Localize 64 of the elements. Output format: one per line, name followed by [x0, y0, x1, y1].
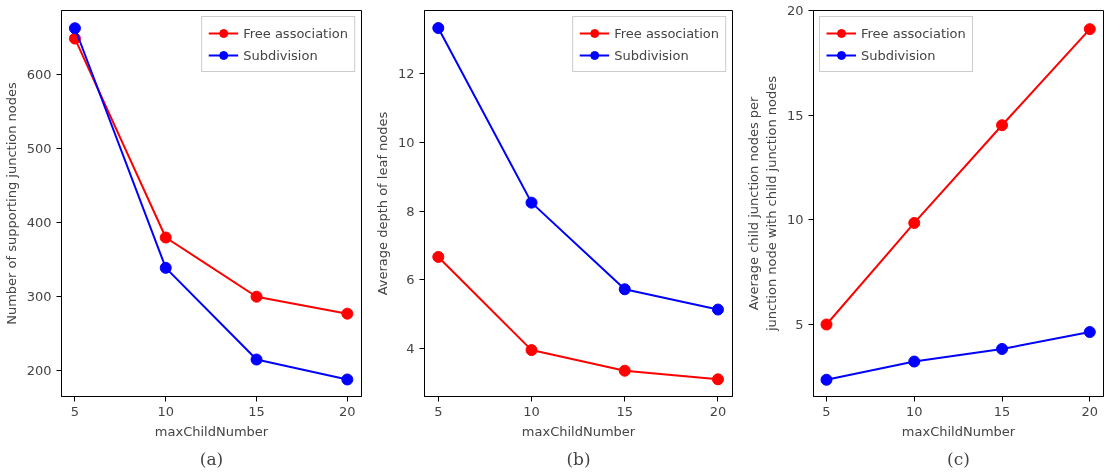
y-tick-label: 400: [26, 215, 52, 231]
point: [250, 353, 263, 366]
point: [996, 119, 1009, 132]
y-tick-label: 200: [26, 363, 52, 379]
point: [250, 290, 263, 303]
point: [711, 373, 724, 386]
x-tick-label: 15: [993, 403, 1011, 419]
point: [525, 196, 538, 209]
x-tick-label: 20: [339, 403, 356, 419]
x-tick-label: 5: [70, 403, 80, 419]
y-tick-label: 20: [786, 3, 804, 18]
x-axis-title: maxChildNumber: [901, 423, 1016, 439]
y-tick-label: 8: [406, 203, 415, 219]
y-tick-label: 5: [795, 316, 804, 332]
legend-label: Subdivision: [861, 47, 936, 63]
x-tick-label: 15: [248, 403, 265, 419]
x-tick-label: 20: [1081, 403, 1099, 419]
x-axis-title: maxChildNumber: [154, 423, 269, 439]
point: [618, 364, 631, 377]
point: [908, 355, 921, 368]
legend-label: Free association: [614, 25, 719, 41]
text: (b): [566, 448, 591, 469]
y-tick-label: 10: [786, 212, 804, 228]
y-tick-label: 15: [786, 107, 804, 123]
point: [159, 231, 172, 244]
y-tick-label: 4: [406, 341, 415, 357]
legend-label: Subdivision: [243, 47, 318, 63]
point: [618, 283, 631, 296]
x-tick-label: 20: [709, 403, 727, 419]
point: [820, 373, 833, 386]
x-tick-label: 10: [905, 403, 923, 419]
point: [432, 22, 445, 35]
x-tick-label: 10: [523, 403, 540, 419]
y-axis-title: Number of supporting junction nodes: [3, 81, 19, 325]
x-tick-label: 15: [616, 403, 634, 419]
y-tick-label: 12: [397, 66, 415, 82]
y-tick-label: 600: [26, 67, 52, 83]
legend-label: Subdivision: [614, 47, 689, 63]
point: [908, 216, 921, 229]
text: (a): [199, 448, 224, 469]
point: [432, 250, 445, 263]
y-tick-label: 300: [26, 289, 52, 305]
point: [159, 261, 172, 274]
legend-label: Free association: [861, 25, 966, 41]
point: [996, 342, 1009, 355]
x-tick-label: 10: [157, 403, 175, 419]
point: [341, 307, 354, 320]
point: [341, 373, 354, 386]
point: [68, 22, 81, 35]
point: [820, 318, 833, 331]
y-axis-title: Average depth of leaf nodes: [374, 111, 390, 296]
legend-label: Free association: [243, 25, 348, 41]
y-axis-title: Average child junction nodes per junction node with child junction nodes: [745, 75, 779, 333]
point: [525, 344, 538, 357]
x-axis-title: maxChildNumber: [521, 423, 636, 439]
point: [1083, 23, 1096, 36]
x-tick-label: 5: [434, 403, 443, 419]
point: [711, 303, 724, 316]
x-tick-label: 5: [822, 403, 831, 419]
y-tick-label: 10: [397, 134, 415, 150]
y-tick-label: 500: [26, 141, 52, 157]
point: [1083, 326, 1096, 339]
text: (c): [947, 448, 970, 469]
y-tick-label: 6: [406, 272, 415, 288]
